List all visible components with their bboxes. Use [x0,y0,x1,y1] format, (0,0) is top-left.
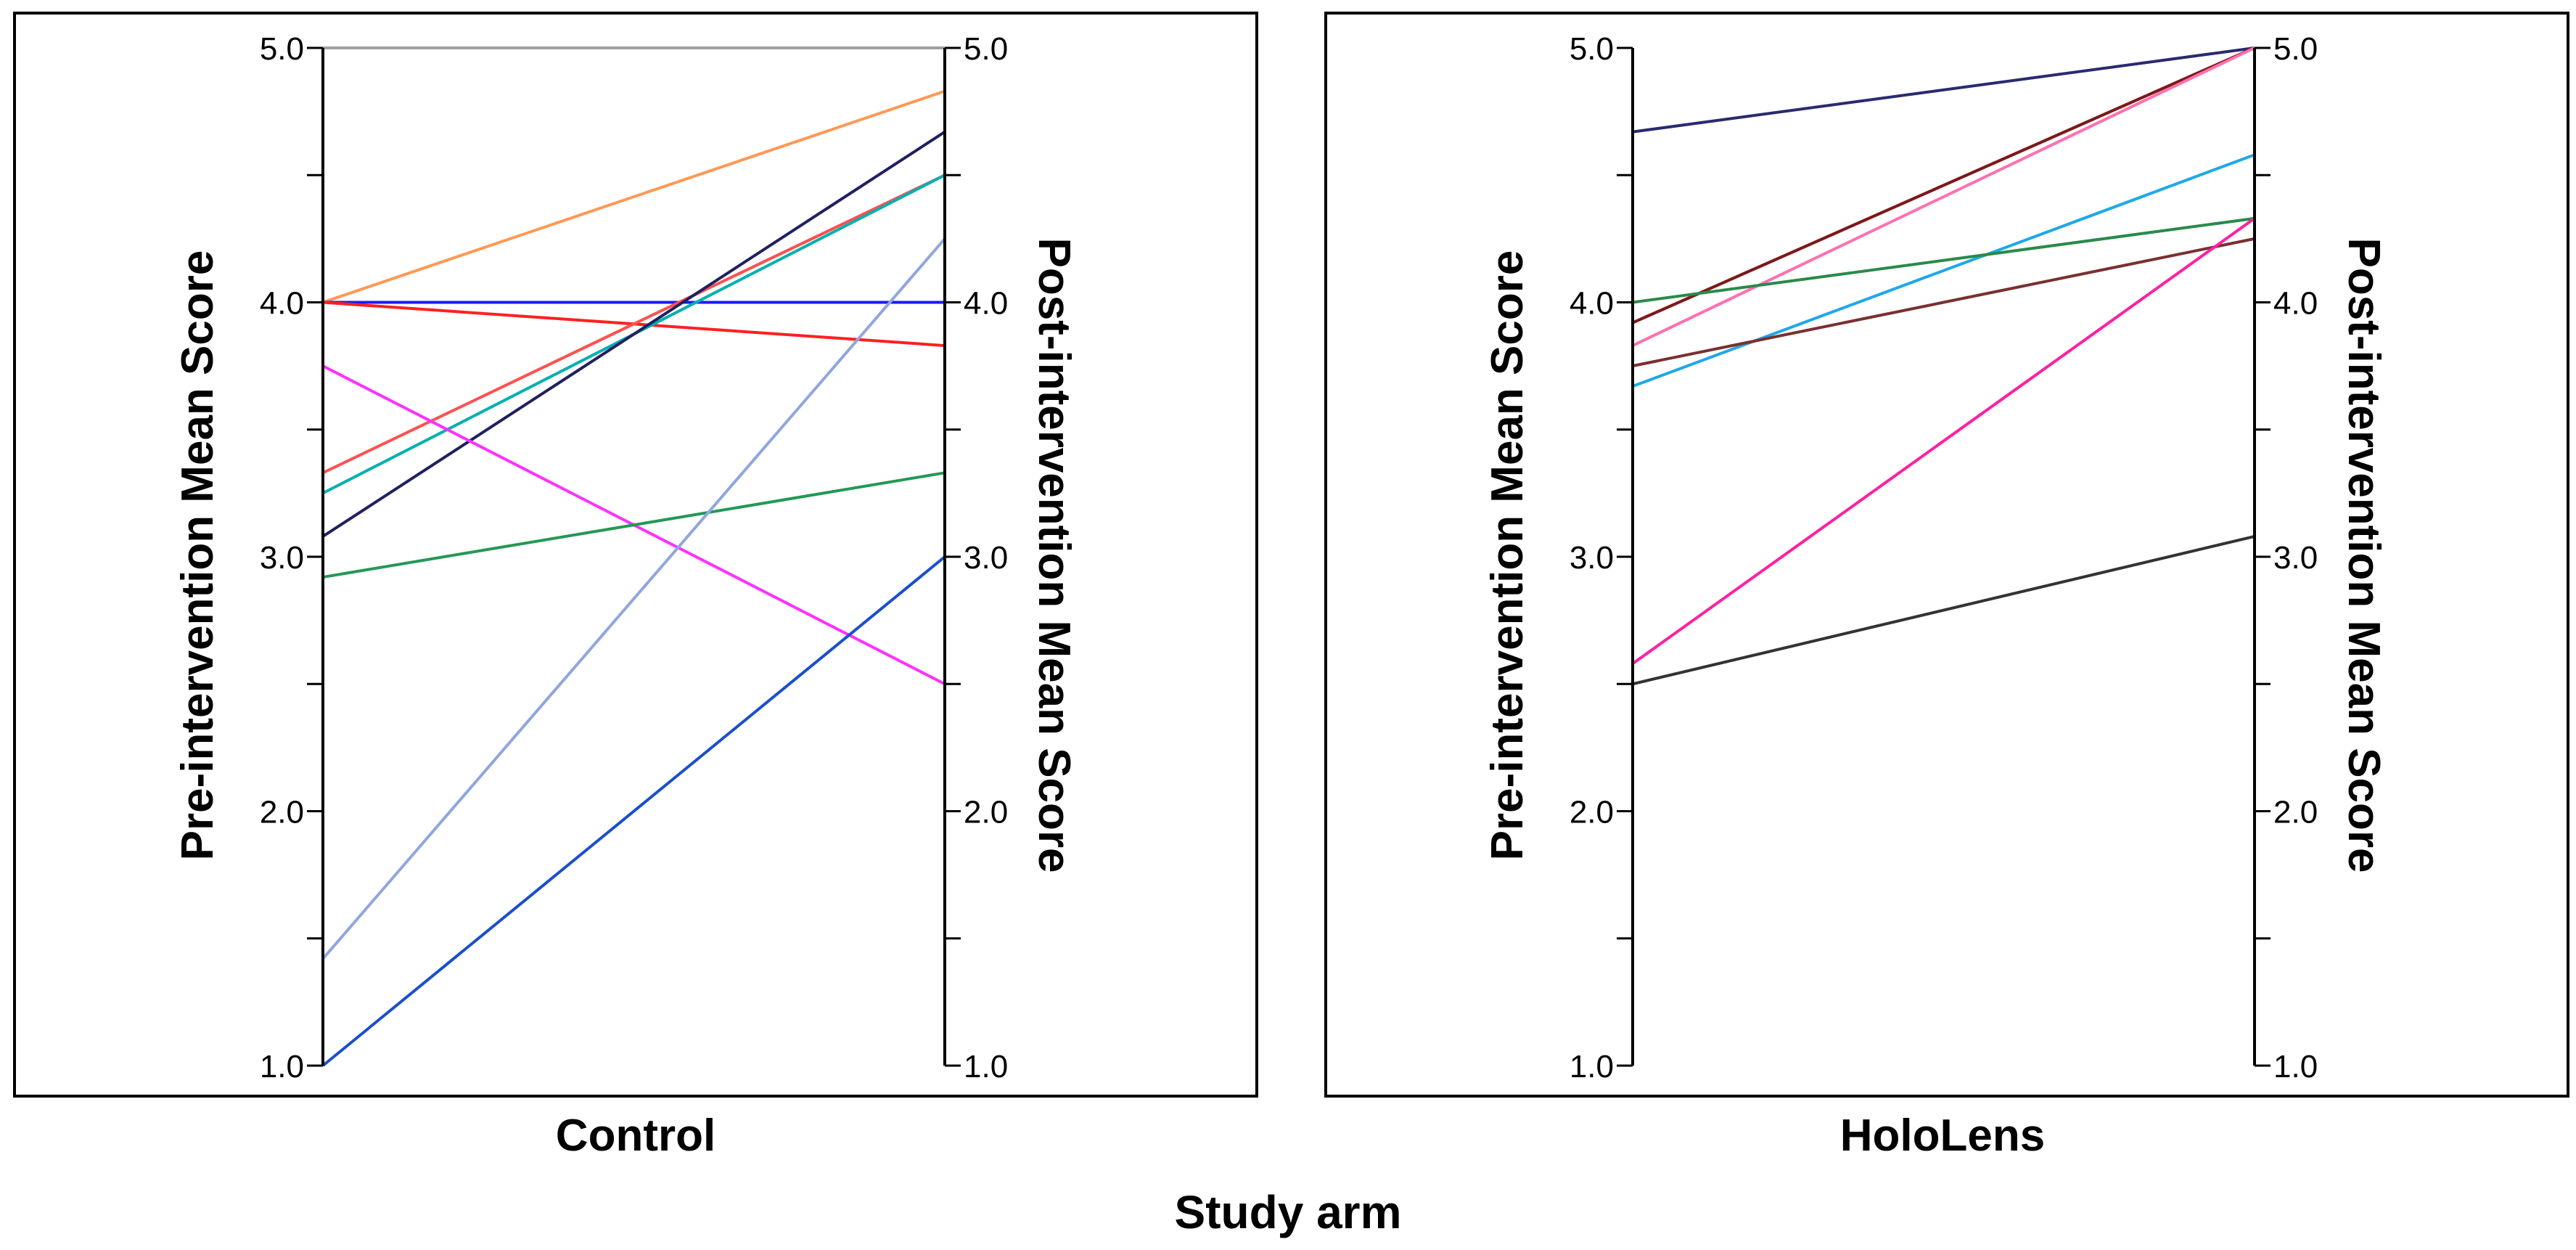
panel-control-right-tick-label: 4.0 [964,286,1008,322]
series-line-control-11 [321,555,946,1067]
panel-control-right-tick-label: 5.0 [964,31,1008,67]
series-line-hololens-3 [1632,46,2255,324]
panel-control-lines [321,46,946,1067]
series-line-hololens-6 [1632,216,2255,304]
panel-hololens-right-tick-label: 1.0 [2273,1049,2318,1084]
panel-control-label: Control [556,1111,715,1161]
panel-hololens-left-tick-label: 2.0 [1570,795,1614,830]
series-line-hololens-5 [1632,153,2255,388]
series-line-control-10 [321,237,946,960]
panel-control: 1.0 1.0 2.0 2.0 3.0 3.0 4.0 4.0 5.0 5.0 Pre-inter… [13,12,1258,1161]
series-line-hololens-1 [1632,46,2255,134]
series-line-control-7 [321,130,946,538]
panel-hololens-left-tick-label: 1.0 [1570,1049,1614,1084]
panel-hololens-right-y-title: Post-intervention Mean Score [2339,237,2389,873]
panel-hololens-right-tick-label: 2.0 [2273,795,2318,830]
series-line-control-5 [322,173,946,475]
panel-control-left-tick-label: 1.0 [260,1049,304,1084]
panel-hololens-left-tick-label: 3.0 [1570,540,1614,576]
panel-control-left-tick-label: 5.0 [260,31,304,67]
panel-hololens-left-tick-label: 4.0 [1570,286,1614,322]
panel-hololens-right-tick-label: 3.0 [2273,540,2318,576]
panel-hololens: 1.0 1.0 2.0 2.0 3.0 3.0 4.0 4.0 5.0 5.0 Pre-inter… [1324,12,2569,1161]
series-line-hololens-9 [1632,535,2255,686]
panel-control-left-tick-label: 3.0 [260,540,304,576]
panel-hololens-right-tick-label: 5.0 [2273,31,2318,67]
series-line-hololens-7 [1632,237,2255,368]
panel-hololens-ticks: 1.0 1.0 2.0 2.0 3.0 3.0 4.0 4.0 5.0 5.0 [1570,31,2318,1084]
panel-control-right-tick-label: 2.0 [964,795,1008,830]
panel-control-right-tick-label: 1.0 [964,1049,1008,1084]
panel-hololens-left-tick-label: 5.0 [1570,31,1614,67]
panel-control-left-tick-label: 4.0 [260,286,304,322]
series-line-control-9 [322,471,946,579]
panel-hololens-right-tick-label: 4.0 [2273,286,2318,322]
panel-control-ticks: 1.0 1.0 2.0 2.0 3.0 3.0 4.0 4.0 5.0 5.0 [260,31,1008,1084]
panel-control-right-y-title: Post-intervention Mean Score [1029,237,1079,873]
series-line-hololens-4 [1632,46,2255,347]
x-axis-title: Study arm [1175,1186,1402,1238]
panel-hololens-label: HoloLens [1840,1111,2045,1161]
panel-control-frame [13,12,1258,1098]
panel-hololens-lines [1631,46,2256,686]
panel-hololens-frame [1324,12,2569,1098]
panel-control-left-tick-label: 2.0 [260,795,304,830]
panel-control-left-y-title: Pre-intervention Mean Score [173,250,223,861]
series-line-hololens-8 [1631,217,2256,665]
panel-control-axes [321,48,946,1066]
panel-control-right-tick-label: 3.0 [964,540,1008,576]
panel-hololens-axes [1631,48,2256,1066]
panel-hololens-left-y-title: Pre-intervention Mean Score [1482,250,1533,861]
series-line-control-2 [322,89,946,304]
